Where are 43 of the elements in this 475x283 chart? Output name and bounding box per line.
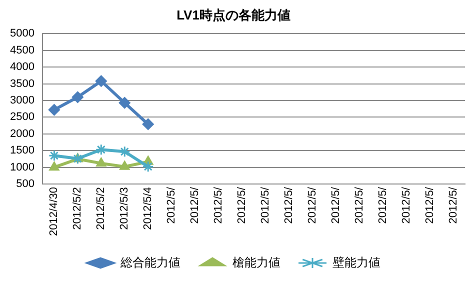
point	[142, 160, 154, 172]
legend-label: 総合能力値	[120, 255, 180, 270]
y-tick-label: 1500	[10, 144, 34, 157]
x-tick-label: 2012/5/	[260, 186, 272, 224]
y-tick-label: 500	[16, 178, 34, 190]
point	[48, 150, 60, 162]
y-tick-label: 3500	[10, 78, 34, 90]
x-tick-label: 2012/5/2	[72, 187, 84, 230]
x-tick-label: 2012/5/	[236, 186, 248, 224]
x-tick-label: 2012/5/4	[142, 187, 154, 230]
point	[48, 104, 60, 116]
x-tick-label: 2012/5/	[400, 186, 412, 224]
legend-label: 槍能力値	[232, 255, 280, 270]
chart-title: LV1時点の各能力値	[176, 7, 290, 22]
y-tick-label: 3000	[10, 94, 34, 107]
legend-label: 壁能力値	[332, 255, 380, 270]
x-tick-label: 2012/5/	[189, 186, 202, 224]
x-tick-label: 2012/5/	[282, 186, 295, 224]
point	[95, 75, 107, 87]
point	[96, 158, 106, 167]
x-tick-label: 2012/5/	[306, 186, 318, 224]
y-tick-label: 4500	[10, 44, 34, 56]
point	[95, 144, 107, 156]
x-tick-label: 2012/5/3	[118, 187, 131, 230]
y-tick-label: 5000	[10, 28, 34, 40]
point	[120, 160, 130, 170]
x-tick-label: 2012/5/2	[95, 187, 108, 230]
x-tick-label: 2012/5/	[424, 186, 436, 224]
x-tick-label: 2012/5/	[353, 186, 366, 224]
point	[72, 91, 84, 103]
x-tick-label: 2012/5/	[212, 186, 225, 224]
point	[142, 118, 154, 130]
point	[118, 97, 130, 109]
x-tick-label: 2012/5/	[376, 186, 389, 224]
y-tick-label: 2000	[10, 128, 34, 140]
x-tick-label: 2012/5/	[166, 186, 178, 224]
y-tick-label: 4000	[10, 61, 34, 74]
x-tick-label: 2012/4/30	[48, 187, 60, 236]
point	[49, 162, 60, 171]
y-tick-label: 1000	[10, 161, 34, 174]
y-tick-label: 2500	[10, 111, 34, 124]
x-tick-label: 2012/5/	[330, 186, 342, 224]
x-tick-label: 2012/5/	[447, 186, 460, 224]
